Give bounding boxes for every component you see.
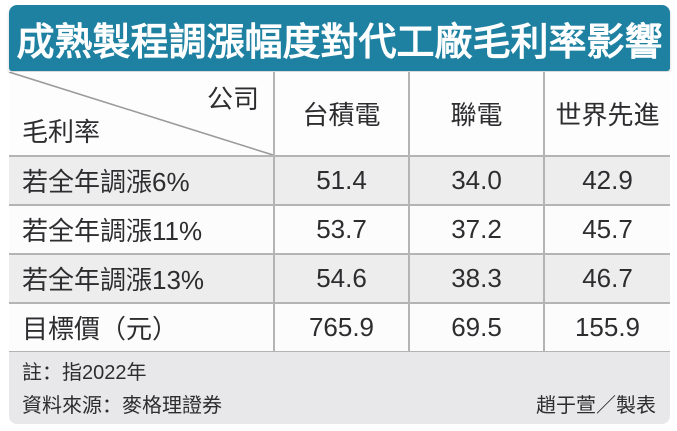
title-banner: 成熟製程調漲幅度對代工廠毛利率影響 bbox=[9, 5, 670, 71]
column-header-umc: 聯電 bbox=[408, 72, 543, 155]
row-label: 目標價（元） bbox=[22, 314, 179, 344]
credit-text: 趙于萱／製表 bbox=[536, 395, 656, 417]
table-row: 若全年調漲6% 51.4 34.0 42.9 bbox=[9, 155, 670, 204]
cell-value: 42.9 bbox=[543, 157, 670, 204]
row-label: 若全年調漲11% bbox=[22, 216, 203, 246]
cell-value: 155.9 bbox=[543, 304, 670, 351]
cell-value: 45.7 bbox=[543, 206, 670, 253]
column-header-tsmc: 台積電 bbox=[273, 72, 408, 155]
cell-value: 34.0 bbox=[408, 157, 543, 204]
note-text: 註：指2022年 bbox=[22, 362, 147, 384]
cell-value: 53.7 bbox=[273, 206, 408, 253]
footnote-area: 註：指2022年 資料來源：麥格理證券 趙于萱／製表 bbox=[9, 352, 670, 424]
table-row: 目標價（元） 765.9 69.5 155.9 bbox=[9, 302, 670, 353]
corner-label-company: 公司 bbox=[206, 84, 259, 114]
cell-value: 46.7 bbox=[543, 255, 670, 302]
cell-value: 54.6 bbox=[273, 255, 408, 302]
corner-label-gross-margin: 毛利率 bbox=[22, 117, 101, 147]
diagonal-divider bbox=[9, 72, 273, 155]
table-row: 若全年調漲13% 54.6 38.3 46.7 bbox=[9, 253, 670, 302]
cell-value: 38.3 bbox=[408, 255, 543, 302]
table-header-row: 公司 毛利率 台積電 聯電 世界先進 bbox=[9, 72, 670, 155]
corner-cell: 公司 毛利率 bbox=[9, 72, 273, 155]
cell-value: 69.5 bbox=[408, 304, 543, 351]
cell-value: 765.9 bbox=[273, 304, 408, 351]
cell-value: 37.2 bbox=[408, 206, 543, 253]
page-title: 成熟製程調漲幅度對代工廠毛利率影響 bbox=[16, 21, 663, 64]
table-row: 若全年調漲11% 53.7 37.2 45.7 bbox=[9, 204, 670, 253]
row-label: 若全年調漲6% bbox=[22, 167, 190, 197]
column-header-vis: 世界先進 bbox=[543, 72, 670, 155]
cell-value: 51.4 bbox=[273, 157, 408, 204]
row-label: 若全年調漲13% bbox=[22, 265, 205, 295]
margin-table: 公司 毛利率 台積電 聯電 世界先進 若全年調漲6% 51.4 34.0 42.… bbox=[9, 72, 670, 353]
source-text: 資料來源：麥格理證券 bbox=[22, 395, 222, 417]
